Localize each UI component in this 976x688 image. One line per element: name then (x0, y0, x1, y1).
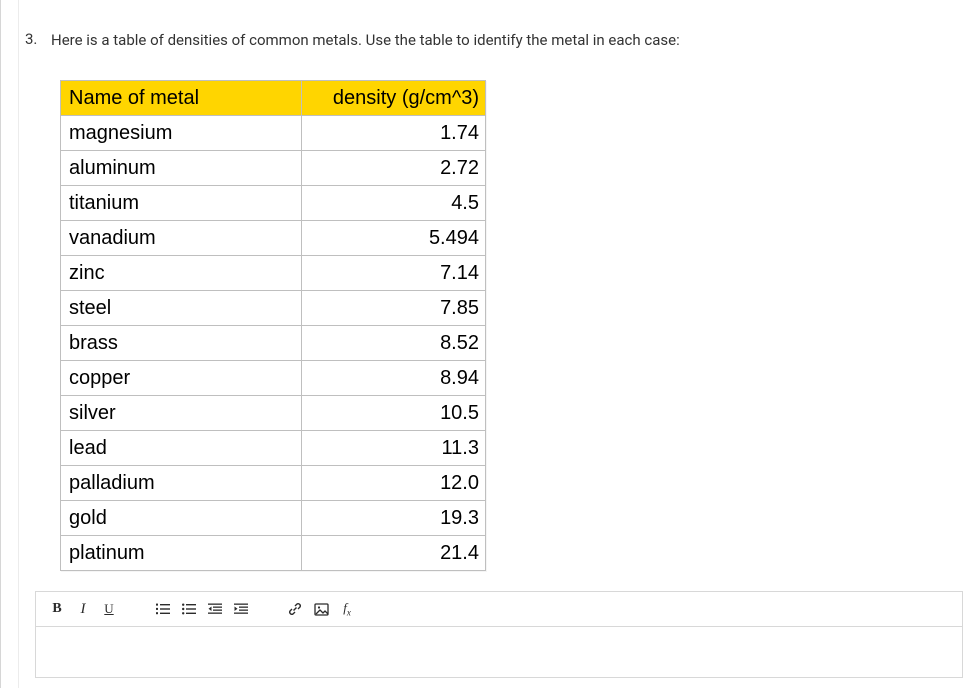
bold-button[interactable]: B (44, 596, 70, 622)
table-cell: 21.4 (302, 536, 486, 571)
density-table: Name of metaldensity (g/cm^3) magnesium1… (60, 80, 486, 571)
italic-button[interactable]: I (70, 596, 96, 622)
table-cell: palladium (61, 466, 302, 501)
link-button[interactable] (282, 596, 308, 622)
table-row: magnesium1.74 (61, 116, 486, 151)
table-header-row: Name of metaldensity (g/cm^3) (61, 81, 486, 116)
table-row: lead11.3 (61, 431, 486, 466)
table-cell: platinum (61, 536, 302, 571)
outdent-icon (208, 603, 222, 615)
image-button[interactable] (308, 596, 334, 622)
table-cell: magnesium (61, 116, 302, 151)
table-row: zinc7.14 (61, 256, 486, 291)
table-row: palladium12.0 (61, 466, 486, 501)
table-cell: lead (61, 431, 302, 466)
table-cell: 19.3 (302, 501, 486, 536)
table-cell: vanadium (61, 221, 302, 256)
unordered-list-button[interactable] (176, 596, 202, 622)
table-row: gold19.3 (61, 501, 486, 536)
table-cell: 8.52 (302, 326, 486, 361)
table-cell: 1.74 (302, 116, 486, 151)
image-icon (314, 603, 329, 616)
table-cell: zinc (61, 256, 302, 291)
left-rule (18, 0, 19, 688)
editor-toolbar: B I U (35, 591, 963, 626)
table-cell: 7.14 (302, 256, 486, 291)
table-cell: 10.5 (302, 396, 486, 431)
table-cell: 4.5 (302, 186, 486, 221)
ordered-list-button[interactable] (150, 596, 176, 622)
question-number: 3. (25, 30, 45, 48)
table-cell: gold (61, 501, 302, 536)
table-cell: 2.72 (302, 151, 486, 186)
formula-button[interactable]: fx (334, 596, 360, 622)
table-row: copper8.94 (61, 361, 486, 396)
table-cell: 12.0 (302, 466, 486, 501)
question-text: Here is a table of densities of common m… (51, 30, 680, 51)
table-row: brass8.52 (61, 326, 486, 361)
table-row: steel7.85 (61, 291, 486, 326)
list-group (150, 596, 254, 622)
underline-button[interactable]: U (96, 596, 122, 622)
text-style-group: B I U (44, 596, 122, 622)
indent-button[interactable] (228, 596, 254, 622)
table-header-cell: density (g/cm^3) (302, 81, 486, 116)
table-cell: brass (61, 326, 302, 361)
link-icon (288, 602, 302, 616)
page-root: 3. Here is a table of densities of commo… (0, 0, 976, 688)
density-table-wrap: Name of metaldensity (g/cm^3) magnesium1… (60, 80, 976, 571)
table-header-cell: Name of metal (61, 81, 302, 116)
table-row: silver10.5 (61, 396, 486, 431)
indent-icon (234, 603, 248, 615)
table-cell: silver (61, 396, 302, 431)
table-row: platinum21.4 (61, 536, 486, 571)
table-cell: 7.85 (302, 291, 486, 326)
outdent-button[interactable] (202, 596, 228, 622)
formula-icon: fx (343, 600, 351, 618)
editor-body[interactable] (35, 626, 963, 678)
question-block: 3. Here is a table of densities of commo… (14, 0, 976, 51)
table-cell: aluminum (61, 151, 302, 186)
table-cell: 8.94 (302, 361, 486, 396)
table-cell: steel (61, 291, 302, 326)
insert-group: fx (282, 596, 360, 622)
table-row: vanadium5.494 (61, 221, 486, 256)
unordered-list-icon (182, 603, 196, 615)
table-cell: 11.3 (302, 431, 486, 466)
table-cell: 5.494 (302, 221, 486, 256)
density-table-body: magnesium1.74aluminum2.72titanium4.5vana… (61, 116, 486, 571)
table-cell: copper (61, 361, 302, 396)
table-row: aluminum2.72 (61, 151, 486, 186)
table-row: titanium4.5 (61, 186, 486, 221)
table-cell: titanium (61, 186, 302, 221)
ordered-list-icon (156, 603, 170, 615)
